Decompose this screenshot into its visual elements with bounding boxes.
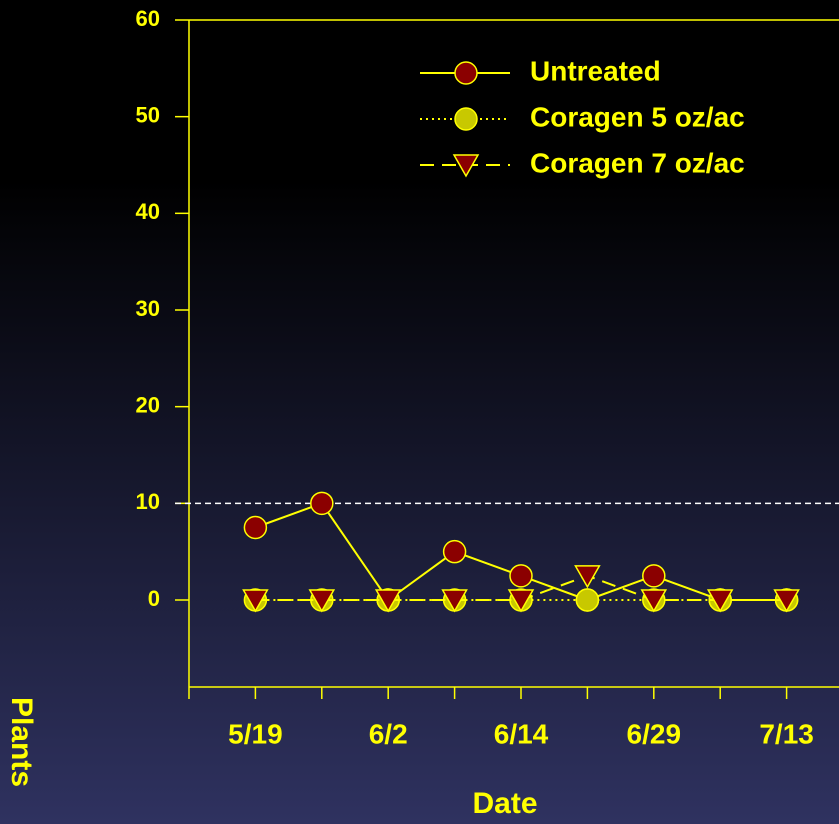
- x-tick-label: 5/19: [228, 718, 283, 749]
- y-axis-title: Plants: [5, 697, 38, 787]
- data-point: [441, 589, 468, 613]
- data-point: [640, 589, 668, 613]
- data-point: [442, 539, 467, 564]
- legend-marker: [452, 154, 480, 178]
- x-tick-label: 6/2: [369, 718, 408, 749]
- y-tick-label: 60: [136, 6, 160, 31]
- legend-label: Coragen 5 oz/ac: [530, 101, 745, 132]
- data-point: [509, 564, 533, 588]
- x-tick-label: 6/14: [494, 718, 549, 749]
- data-point: [243, 515, 268, 540]
- x-tick-label: 6/29: [627, 718, 682, 749]
- data-point: [706, 589, 734, 613]
- y-tick-label: 10: [136, 489, 160, 514]
- y-tick-label: 30: [136, 296, 160, 321]
- y-tick-label: 40: [136, 199, 160, 224]
- data-point: [773, 589, 800, 613]
- data-point: [574, 565, 601, 589]
- x-axis-title: Date: [472, 787, 537, 820]
- data-point: [374, 589, 402, 613]
- data-point: [575, 588, 600, 612]
- y-tick-label: 50: [136, 102, 160, 127]
- y-tick-label: 20: [136, 392, 160, 417]
- data-point: [242, 589, 269, 613]
- data-point: [507, 589, 535, 613]
- legend-marker: [454, 107, 478, 131]
- data-point: [308, 589, 336, 613]
- legend-label: Coragen 7 oz/ac: [530, 147, 745, 178]
- legend-label: Untreated: [530, 55, 661, 86]
- x-tick-label: 7/13: [759, 718, 814, 749]
- data-point: [310, 491, 334, 516]
- data-point: [642, 564, 666, 588]
- y-tick-label: 0: [148, 586, 160, 611]
- legend-marker: [454, 61, 478, 85]
